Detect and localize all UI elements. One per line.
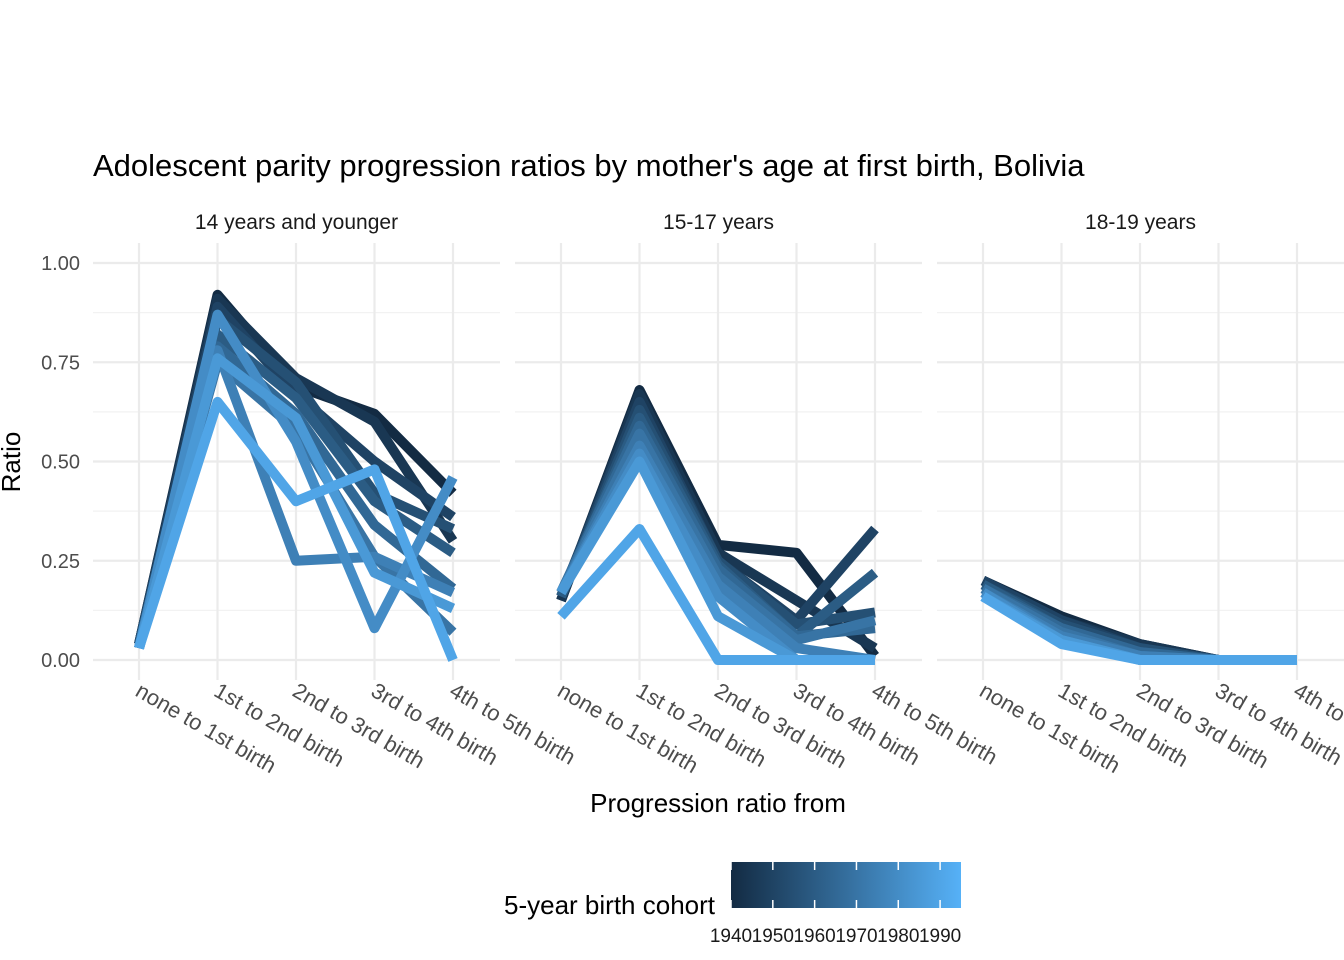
panel-gridlines <box>937 243 1344 680</box>
series-line-1990 <box>134 396 458 662</box>
y-tick-label: 0.50 <box>41 452 80 474</box>
y-tick-label: 0.25 <box>41 551 80 573</box>
legend-tick-label: 1960 <box>793 926 835 947</box>
series-line-1980 <box>134 309 458 650</box>
series-lines <box>134 289 458 662</box>
legend-ticks: 1940 1950 1960 1970 1980 1990 <box>710 862 961 947</box>
x-tick-label: 2nd to 3rd birth <box>289 678 430 774</box>
y-axis: 0.00 0.25 0.50 0.75 1.00 <box>41 253 80 672</box>
color-legend: 5-year birth cohort 1940 1950 1960 1970 1980… <box>504 862 961 947</box>
series-line-1990 <box>980 592 1297 665</box>
x-tick-label: none to 1st birth <box>976 678 1125 779</box>
legend-colorbar <box>731 862 961 908</box>
legend-tick-label: 1970 <box>835 926 877 947</box>
x-axis-title: Progression ratio from <box>590 788 846 818</box>
series-lines <box>556 385 879 665</box>
legend-tick-label: 1980 <box>877 926 919 947</box>
series-line-1985 <box>134 353 456 650</box>
facet-panels: 14 years and younger none to 1st birth1st… <box>93 211 1344 778</box>
x-tick-label: 2nd to 3rd birth <box>711 678 852 774</box>
y-tick-label: 1.00 <box>41 253 80 275</box>
legend-tick-label: 1940 <box>710 926 752 947</box>
legend-tick-label: 1950 <box>752 926 794 947</box>
x-tick-label: none to 1st birth <box>554 678 703 779</box>
facet-strip-label: 15-17 years <box>663 211 774 234</box>
facet-strip-label: 14 years and younger <box>195 211 398 234</box>
y-tick-label: 0.00 <box>41 650 80 672</box>
facet-strip-label: 18-19 years <box>1085 211 1196 234</box>
series-lines <box>980 576 1297 665</box>
chart-title: Adolescent parity progression ratios by … <box>93 148 1085 183</box>
legend-title: 5-year birth cohort <box>504 890 716 920</box>
facet-panel: 14 years and younger none to 1st birth1st… <box>93 211 580 778</box>
legend-tick-label: 1990 <box>919 926 961 947</box>
y-axis-title: Ratio <box>0 432 26 493</box>
x-tick-label: 2nd to 3rd birth <box>1133 678 1274 774</box>
series-line-1990 <box>557 524 875 665</box>
y-tick-label: 0.75 <box>41 352 80 374</box>
x-tick-label: none to 1st birth <box>132 678 281 779</box>
